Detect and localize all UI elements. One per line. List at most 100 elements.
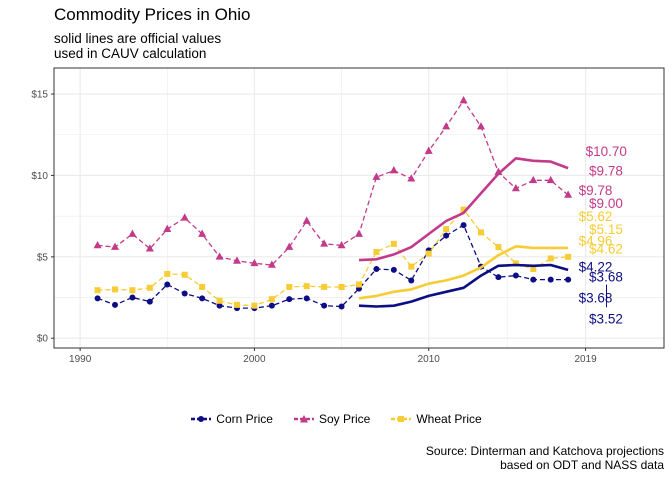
corn-point: [216, 302, 223, 309]
x-tick-label: 2010: [418, 354, 441, 365]
soy-point: [529, 175, 538, 184]
wheat-point: [286, 283, 293, 290]
soy-point: [442, 122, 451, 130]
wheat-point: [425, 250, 432, 257]
soy-point: [389, 166, 398, 174]
wheat-point: [112, 286, 118, 293]
soy-solid-line: [358, 157, 569, 262]
legend-item-wheat: Wheat Price: [390, 412, 482, 426]
legend-key-wheat: [391, 416, 412, 422]
x-tick-label: 2019: [574, 354, 597, 365]
legend-key-corn: [191, 416, 212, 422]
soy-point: [424, 146, 433, 154]
soy-value-label: $9.00: [589, 196, 623, 211]
corn-point: [512, 272, 519, 279]
soy-point: [128, 229, 137, 237]
corn-point: [146, 298, 153, 305]
wheat-dashed-line: [97, 208, 569, 307]
chart-title: Commodity Prices in Ohio: [54, 5, 251, 24]
axis-layer: $0 $5 $10 $15 1990 2000 2010 2019: [31, 90, 597, 365]
corn-point: [373, 266, 380, 273]
soy-point: [267, 260, 276, 268]
chart-caption: Source: Dinterman and Katchova projectio…: [425, 444, 664, 472]
wheat-point: [251, 302, 258, 309]
panel-border: [53, 67, 665, 349]
wheat-point: [356, 281, 362, 288]
chart-subtitle: solid lines are official values used in …: [54, 31, 222, 61]
y-tick-label: $10: [31, 171, 48, 182]
corn-point: [181, 290, 188, 297]
wheat-point: [373, 248, 380, 255]
corn-point: [443, 232, 450, 239]
x-tick-label: 1990: [69, 354, 92, 365]
corn-point: [164, 281, 171, 288]
wheat-point: [216, 297, 223, 304]
wheat-point: [495, 244, 502, 251]
soy-point: [302, 216, 311, 224]
wheat-value-label: $5.15: [589, 222, 623, 237]
soy-point: [180, 213, 189, 221]
legend-key-soy: [293, 415, 314, 423]
corn-point: [338, 303, 345, 310]
x-tick-label: 2000: [243, 354, 266, 365]
y-tick-label: $5: [37, 252, 49, 263]
corn-point: [303, 295, 310, 302]
soy-point: [320, 239, 329, 247]
soy-value-label: $9.78: [589, 164, 623, 179]
soy-point: [198, 229, 207, 237]
corn-point: [530, 276, 537, 283]
wheat-point: [164, 270, 171, 277]
soy-point: [546, 175, 555, 184]
soy-point: [407, 174, 416, 182]
legend-item-corn: Corn Price: [190, 412, 273, 426]
soy-point: [93, 240, 102, 249]
soy-value-label: $9.78: [579, 183, 613, 198]
soy-point: [564, 190, 573, 198]
legend-label-corn: Corn Price: [216, 412, 273, 426]
corn-point: [408, 277, 415, 284]
wheat-point: [234, 301, 240, 308]
legend-label-soy: Soy Price: [318, 412, 371, 426]
wheat-point: [94, 287, 101, 294]
corn-value-label: $3.68: [589, 269, 623, 284]
wheat-value-label: $5.62: [579, 209, 613, 224]
wheat-point: [321, 283, 328, 290]
wheat-point: [181, 271, 188, 278]
annotation-layer: $10.70$9.78$9.78$9.00$5.62$5.15$4.96$4.6…: [579, 144, 627, 327]
corn-point: [390, 266, 397, 273]
soy-value-label: $10.70: [586, 144, 627, 159]
y-tick-label: $15: [31, 90, 48, 101]
soy-point: [459, 96, 468, 104]
wheat-point: [530, 266, 537, 273]
soy-point: [477, 122, 485, 130]
corn-solid-line: [358, 263, 569, 308]
corn-value-label: $3.52: [589, 312, 623, 327]
chart-canvas: $10.70$9.78$9.78$9.00$5.62$5.15$4.96$4.6…: [31, 67, 665, 365]
corn-point: [129, 294, 136, 301]
corn-value-label: $3.68: [579, 291, 613, 306]
series-layer: [93, 96, 573, 312]
wheat-point: [565, 253, 572, 260]
corn-point: [199, 295, 206, 302]
wheat-value-label: $4.96: [579, 234, 613, 249]
wheat-solid-line: [358, 245, 569, 300]
wheat-point: [408, 263, 415, 270]
corn-point: [268, 302, 275, 309]
corn-point: [547, 276, 554, 283]
soy-point: [215, 252, 224, 260]
corn-value-label: $4.22: [579, 260, 613, 275]
soy-point: [111, 242, 119, 250]
wheat-point: [512, 260, 519, 267]
wheat-value-label: $4.62: [589, 242, 623, 257]
corn-point: [495, 274, 502, 281]
soy-point: [511, 183, 520, 192]
legend-item-soy: Soy Price: [293, 412, 370, 426]
wheat-point: [338, 283, 345, 290]
corn-point: [94, 295, 101, 302]
corn-point: [460, 222, 467, 229]
soy-point: [250, 258, 259, 267]
wheat-point: [443, 226, 450, 233]
soy-point: [145, 244, 154, 252]
wheat-point: [303, 283, 310, 290]
soy-point: [372, 172, 381, 180]
